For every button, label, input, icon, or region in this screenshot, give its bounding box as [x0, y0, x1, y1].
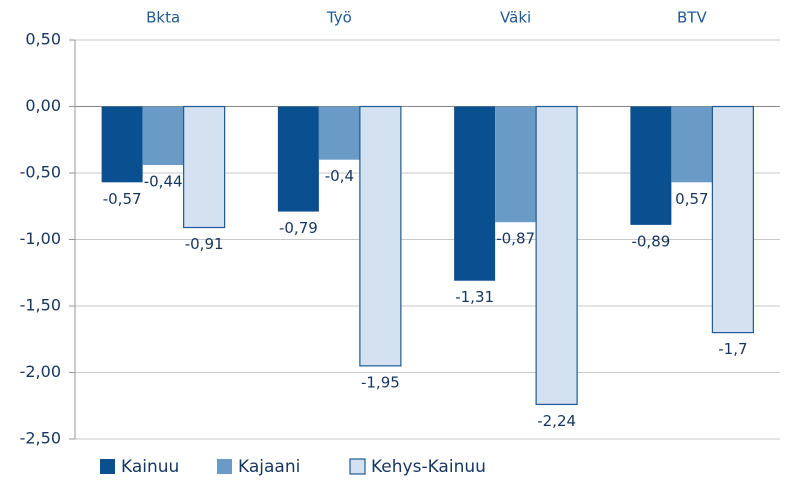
y-tick-label: 0,00: [25, 96, 61, 115]
bar: [535, 105, 578, 406]
y-tick-label: -2,50: [20, 429, 61, 448]
legend-label: Kehys-Kainuu: [371, 457, 486, 477]
data-label: -2,24: [537, 412, 576, 430]
bar: [142, 106, 184, 166]
legend-label: Kajaani: [238, 457, 300, 477]
bar: [277, 106, 319, 212]
legend-label: Kainuu: [121, 457, 179, 477]
data-label: -0,89: [631, 232, 670, 250]
data-label: -0,4: [325, 167, 354, 185]
data-label: -0,79: [279, 219, 318, 237]
bar: [101, 106, 143, 183]
legend-swatch: [100, 459, 115, 474]
x-tick-label: Väki: [500, 9, 531, 27]
legend-swatch: [217, 459, 232, 474]
data-label: -1,7: [718, 340, 747, 358]
bar: [454, 106, 496, 281]
y-tick-label: -1,50: [20, 296, 61, 315]
bar: [318, 106, 360, 160]
bar: [495, 106, 537, 223]
bar: [630, 106, 672, 225]
y-tick-label: -1,00: [20, 229, 61, 248]
bar: [183, 105, 226, 229]
bar: [711, 105, 754, 334]
data-label: -0,57: [103, 190, 142, 208]
x-tick-label: Bkta: [146, 9, 180, 27]
legend-swatch: [349, 458, 366, 475]
x-tick-label: BTV: [677, 9, 707, 27]
bar: [671, 106, 713, 183]
data-label: 0,57: [675, 190, 708, 208]
x-tick-label: Työ: [326, 9, 352, 27]
data-label: -0,91: [185, 235, 224, 253]
data-label: -1,31: [455, 288, 494, 306]
data-label: -1,95: [361, 373, 400, 391]
bar: [359, 105, 402, 367]
y-tick-label: 0,50: [25, 30, 61, 49]
data-label: -0,87: [496, 230, 535, 248]
y-tick-label: -0,50: [20, 163, 61, 182]
y-tick-label: -2,00: [20, 362, 61, 381]
data-label: -0,44: [144, 173, 183, 191]
